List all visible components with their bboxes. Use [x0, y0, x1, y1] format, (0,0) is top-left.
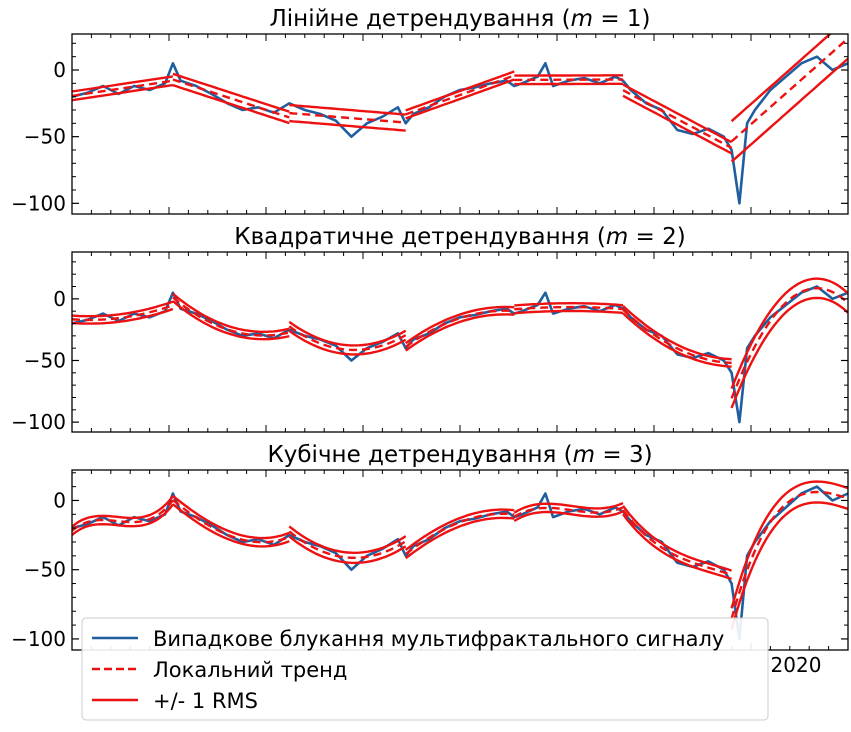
- trend-panel-2-seg-5: [514, 305, 624, 311]
- rms-lower-panel-2-seg-1: [72, 307, 174, 325]
- legend-frame: [81, 617, 769, 721]
- rms-upper-panel-3-seg-7: [730, 480, 848, 609]
- rms-upper-panel-3-seg-1: [72, 495, 174, 528]
- trend-panel-3-seg-4: [404, 512, 515, 556]
- rms-upper-panel-1-seg-3: [289, 103, 406, 116]
- rms-upper-panel-3-seg-3: [288, 525, 407, 555]
- ytick-label-panel-3: 0: [53, 488, 66, 512]
- rms-upper-panel-2-seg-5: [514, 302, 624, 307]
- panel-title-var: m: [573, 442, 595, 468]
- trend-panel-2-seg-1: [72, 304, 174, 322]
- legend-label-signal: Випадкове блукання мультифрактального си…: [153, 627, 724, 651]
- rms-lower-panel-3-seg-6: [622, 513, 732, 581]
- trend-panel-1-seg-4: [405, 74, 515, 116]
- legend-label-rms: +/- 1 RMS: [153, 689, 258, 713]
- rms-upper-panel-3-seg-5: [513, 501, 624, 514]
- ytick-label-panel-1: −50: [24, 125, 66, 149]
- rms-lower-panel-1-seg-2: [172, 84, 290, 125]
- trend-panel-2-seg-6: [622, 308, 732, 365]
- trend-panel-1-seg-6: [622, 89, 733, 149]
- rms-lower-panel-3-seg-7: [730, 501, 848, 630]
- rms-lower-panel-2-seg-2: [172, 300, 290, 341]
- rms-upper-panel-2-seg-3: [288, 320, 407, 347]
- trend-panel-3-seg-6: [622, 509, 732, 576]
- trend-panel-1-seg-7: [730, 37, 848, 143]
- legend: Випадкове блукання мультифрактального си…: [81, 617, 769, 721]
- panel-title-var: m: [606, 224, 628, 250]
- trend-panel-1-seg-2: [172, 78, 290, 119]
- ytick-label-panel-3: −100: [11, 627, 66, 651]
- trend-panel-1-seg-3: [289, 111, 406, 124]
- trend-panel-2-seg-7: [730, 286, 848, 399]
- legend-label-trend: Локальний тренд: [153, 658, 347, 682]
- ytick-label-panel-1: 0: [53, 58, 66, 82]
- axes-frame-panel-1: [71, 33, 849, 215]
- panel-2: 0 −50 −100 Квадратичне детрендування (m = 2…: [11, 224, 849, 434]
- rms-upper-panel-3-seg-2: [172, 494, 290, 540]
- panel-title-1: Лінійне детрендування (m = 1): [269, 6, 650, 32]
- ytick-label-panel-2: −50: [24, 348, 66, 372]
- trend-panel-3-seg-2: [172, 499, 290, 544]
- panel-title-2: Квадратичне детрендування (m = 2): [234, 224, 686, 250]
- rms-upper-panel-2-seg-4: [404, 305, 515, 345]
- rms-lower-panel-3-seg-3: [288, 535, 407, 565]
- xtick-label: 2020: [771, 653, 822, 677]
- rms-upper-panel-3-seg-4: [404, 508, 515, 551]
- panel-title-text: Кубічне детрендування (: [267, 442, 572, 468]
- rms-upper-panel-1-seg-2: [172, 72, 290, 113]
- panel-title-eq: = 3): [595, 442, 653, 468]
- rms-lower-panel-1-seg-4: [405, 78, 515, 120]
- rms-upper-panel-2-seg-2: [172, 292, 290, 333]
- rms-upper-panel-3-seg-6: [622, 505, 732, 572]
- rms-upper-panel-1-seg-6: [622, 83, 733, 144]
- rms-lower-panel-1-seg-3: [289, 119, 406, 132]
- rms-lower-panel-1-seg-1: [72, 83, 174, 102]
- rms-upper-panel-1-seg-1: [72, 75, 174, 93]
- rms-lower-panel-3-seg-1: [72, 503, 174, 536]
- trend-panel-1-seg-1: [72, 79, 174, 98]
- rms-upper-panel-2-seg-1: [72, 300, 174, 318]
- panel-title-text: Квадратичне детрендування (: [234, 224, 606, 250]
- panel-title-var: m: [571, 6, 593, 32]
- rms-lower-panel-3-seg-4: [404, 516, 515, 560]
- rms-upper-panel-2-seg-6: [622, 305, 732, 361]
- rms-lower-panel-2-seg-4: [404, 313, 515, 352]
- trend-panel-2-seg-2: [172, 296, 290, 337]
- rms-lower-panel-3-seg-5: [513, 510, 624, 523]
- rms-upper-panel-1-seg-4: [405, 70, 515, 112]
- rms-lower-panel-2-seg-6: [622, 312, 732, 368]
- panel-title-eq: = 2): [628, 224, 686, 250]
- panel-3: 0 −50 −100 Кубічне детрендування (m = 3) 202…: [11, 442, 849, 677]
- rms-lower-panel-2-seg-7: [730, 296, 848, 409]
- trend-panel-3-seg-1: [72, 499, 174, 532]
- rms-lower-panel-1-seg-6: [622, 94, 733, 155]
- panel-title-3: Кубічне детрендування (m = 3): [267, 442, 652, 468]
- rms-lower-panel-2-seg-3: [288, 329, 407, 356]
- panel-1: 0 −50 −100 Лінійне детрендування (m = 1): [11, 6, 849, 215]
- rms-lower-panel-1-seg-7: [730, 57, 848, 163]
- ytick-label-panel-1: −100: [11, 191, 66, 215]
- panel-title-eq: = 1): [593, 6, 651, 32]
- rms-lower-panel-2-seg-5: [514, 309, 624, 315]
- rms-upper-panel-2-seg-7: [730, 277, 848, 390]
- panel-title-text: Лінійне детрендування (: [269, 6, 570, 32]
- trend-panel-3-seg-7: [730, 490, 848, 620]
- ytick-label-panel-2: 0: [53, 287, 66, 311]
- rms-lower-panel-3-seg-2: [172, 503, 290, 548]
- ytick-label-panel-3: −50: [24, 558, 66, 582]
- trend-panel-2-seg-4: [404, 309, 515, 348]
- trend-panel-3-seg-3: [288, 530, 407, 559]
- trend-panel-3-seg-5: [513, 506, 624, 518]
- ytick-label-panel-2: −100: [11, 410, 66, 434]
